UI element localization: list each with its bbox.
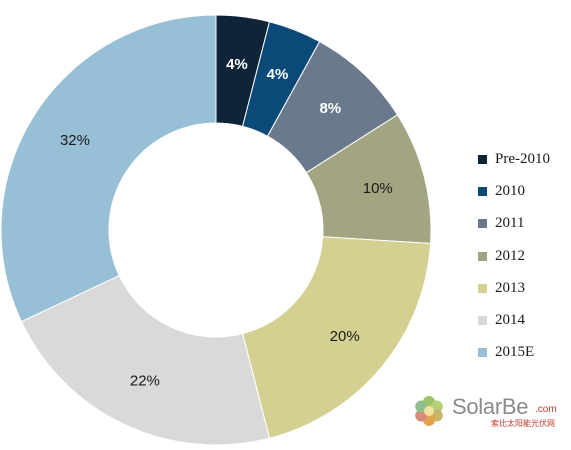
legend-swatch	[478, 154, 487, 164]
legend-swatch	[478, 186, 487, 196]
slice-label-pre-2010: 4%	[226, 56, 248, 73]
slice-2015e	[0, 14, 217, 323]
legend-label: 2013	[495, 279, 525, 296]
slice-label-2012: 10%	[363, 180, 393, 197]
legend-item-pre-2010: Pre-2010	[478, 143, 550, 175]
legend-swatch	[478, 316, 487, 326]
legend-label: Pre-2010	[495, 150, 550, 167]
slice-2013	[242, 236, 432, 439]
watermark-suffix: .com	[535, 404, 557, 415]
slice-label-2013: 20%	[330, 328, 360, 345]
chart-legend: Pre-2010 2010 2011 2012 2013 2014 2015E	[478, 143, 550, 369]
slice-label-2011: 8%	[319, 100, 341, 117]
flower-logo-icon	[415, 396, 443, 426]
legend-swatch	[478, 283, 487, 293]
legend-item-2014: 2014	[478, 304, 550, 336]
legend-label: 2011	[495, 215, 525, 232]
legend-swatch	[478, 219, 487, 229]
legend-item-2010: 2010	[478, 175, 550, 207]
legend-item-2015e: 2015E	[478, 337, 550, 369]
legend-label: 2014	[495, 312, 525, 329]
legend-item-2012: 2012	[478, 240, 550, 272]
watermark-subtitle: 索比太阳能光伏网	[491, 419, 555, 428]
legend-label: 2012	[495, 247, 525, 264]
slice-label-2010: 4%	[267, 66, 289, 83]
slice-2014	[20, 274, 271, 446]
legend-item-2013: 2013	[478, 272, 550, 304]
legend-swatch	[478, 348, 487, 358]
legend-item-2011: 2011	[478, 208, 550, 240]
legend-swatch	[478, 251, 487, 261]
legend-label: 2015E	[495, 344, 535, 361]
watermark-brand: SolarBe	[452, 394, 529, 419]
legend-label: 2010	[495, 182, 525, 199]
slice-label-2015e: 32%	[60, 132, 90, 149]
slice-label-2014: 22%	[130, 373, 160, 390]
solarbe-watermark: SolarBe .com 索比太阳能光伏网	[412, 392, 562, 432]
